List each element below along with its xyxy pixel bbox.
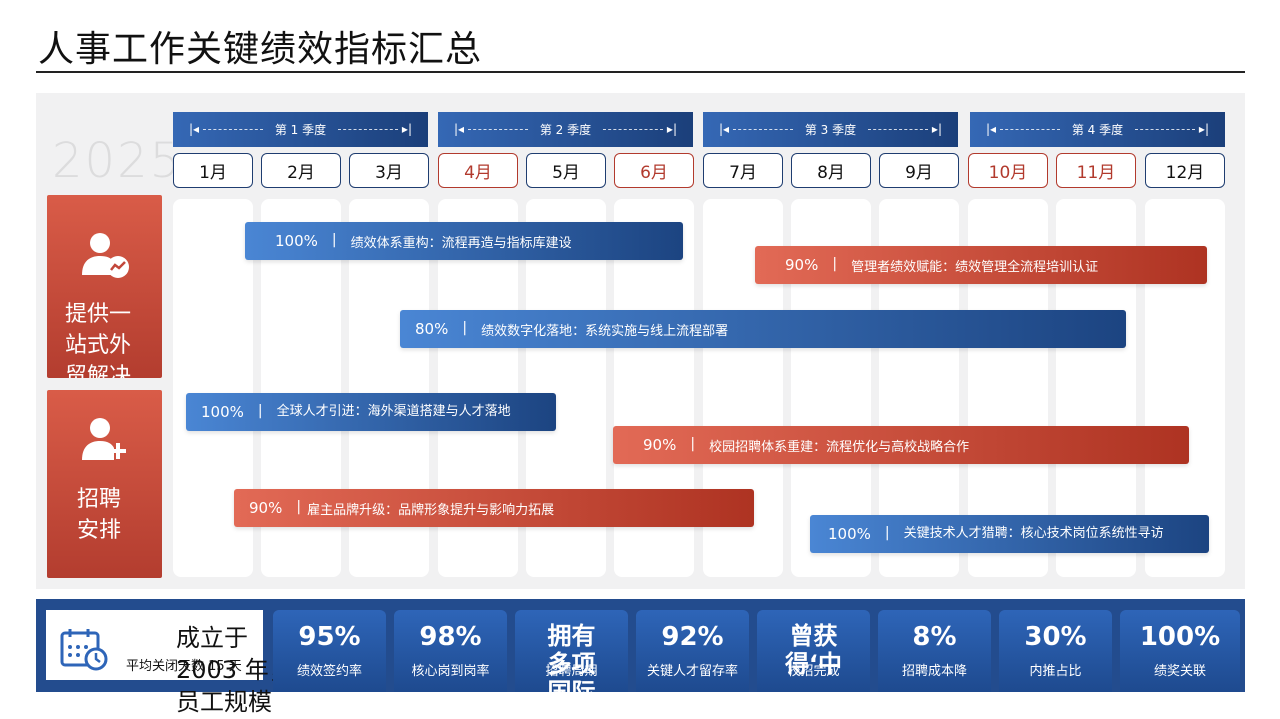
stat-label: 校招完成 [787,664,840,679]
month-1: 1月 [173,153,253,188]
calendar-clock-icon [60,629,108,671]
arrow-right-icon: ▸| [401,122,412,136]
stat-label: 绩奖关联 [1153,664,1206,679]
arrow-left-icon: |◂ [189,122,200,136]
month-9: 9月 [879,153,959,188]
arrow-left-icon: |◂ [986,122,997,136]
stat-label: 招聘成本降 [901,664,967,679]
stat-card: 100% 绩奖关联 [1120,610,1240,692]
user-chart-icon [82,233,129,278]
stat-card: 98% 核心岗到岗率 [394,610,507,692]
quarter-header-1: |◂ 第 1 季度 ▸| [173,112,428,147]
gantt-bar[interactable]: 100% | 绩效体系重构：流程再造与指标库建设 [245,222,683,260]
month-3: 3月 [349,153,429,188]
stat-value: 8% [912,622,957,652]
arrow-left-icon: |◂ [719,122,730,136]
category-card-text: 提供一站式外贸解决方案，包括产品定制、市场分析、物流配送等，助 [65,302,132,378]
stat-value: 92% [661,622,724,652]
stat-value: 拥有多项国际 [547,622,596,706]
month-12: 12月 [1145,153,1225,188]
month-7: 7月 [703,153,783,188]
category-card-performance: 提供一站式外贸解决方案，包括产品定制、市场分析、物流配送等，助 [47,195,162,378]
company-info-card: 平均关闭天数 15 天 成立于 2003 年，员工规模 [46,610,293,716]
gantt-bar[interactable]: 90% | 管理者绩效赋能：绩效管理全流程培训认证 [755,246,1207,284]
title-divider [36,71,1245,73]
stat-label: 绩效签约率 [296,664,362,679]
quarter-header-3: |◂ 第 3 季度 ▸| [703,112,958,147]
stat-card: 92% 关键人才留存率 [636,610,749,692]
stat-value: 100% [1139,622,1221,652]
stat-card: 拥有多项国际 招聘周期 [515,610,628,706]
month-11: 11月 [1056,153,1136,188]
gantt-bar[interactable]: 100% | 全球人才引进：海外渠道搭建与人才落地 [186,393,556,431]
gantt-bar[interactable]: 100% | 关键技术人才猎聘：核心技术岗位系统性寻访 [810,515,1209,553]
stat-value: 95% [298,622,361,652]
gantt-bar[interactable]: 80% | 绩效数字化落地：系统实施与线上流程部署 [400,310,1126,348]
month-8: 8月 [791,153,871,188]
stat-value: 30% [1024,622,1087,652]
user-add-icon [82,418,126,460]
quarter-header-2: |◂ 第 2 季度 ▸| [438,112,693,147]
month-10: 10月 [968,153,1048,188]
page-title: 人事工作关键绩效指标汇总 [38,29,483,70]
stat-card: 曾获得‘中 校招完成 [757,610,870,692]
gantt-bar[interactable]: 90% | 雇主品牌升级：品牌形象提升与影响力拓展 [234,489,754,527]
arrow-right-icon: ▸| [931,122,942,136]
stat-label: 内推占比 [1029,664,1082,679]
arrow-right-icon: ▸| [666,122,677,136]
stat-label: 招聘周期 [545,664,598,679]
category-card-recruiting: 招聘安排 [47,390,162,578]
month-4: 4月 [438,153,518,188]
stat-value: 98% [419,622,482,652]
stat-card: 30% 内推占比 [999,610,1112,692]
month-6: 6月 [614,153,694,188]
year-watermark: 2025 [52,133,183,189]
month-5: 5月 [526,153,606,188]
category-card-text: 招聘安排 [77,487,122,543]
stat-label: 关键人才留存率 [646,664,738,679]
stat-card: 8% 招聘成本降 [878,610,991,692]
stat-value: 曾获得‘中 [784,622,843,678]
quarter-header-4: |◂ 第 4 季度 ▸| [970,112,1225,147]
stat-card: 95% 绩效签约率 [273,610,386,692]
month-2: 2月 [261,153,341,188]
gantt-bar[interactable]: 90% | 校园招聘体系重建：流程优化与高校战略合作 [613,426,1189,464]
arrow-right-icon: ▸| [1198,122,1209,136]
stat-label: 核心岗到岗率 [411,664,490,679]
avg-close-days: 平均关闭天数 15 天 [126,659,242,674]
arrow-left-icon: |◂ [454,122,465,136]
